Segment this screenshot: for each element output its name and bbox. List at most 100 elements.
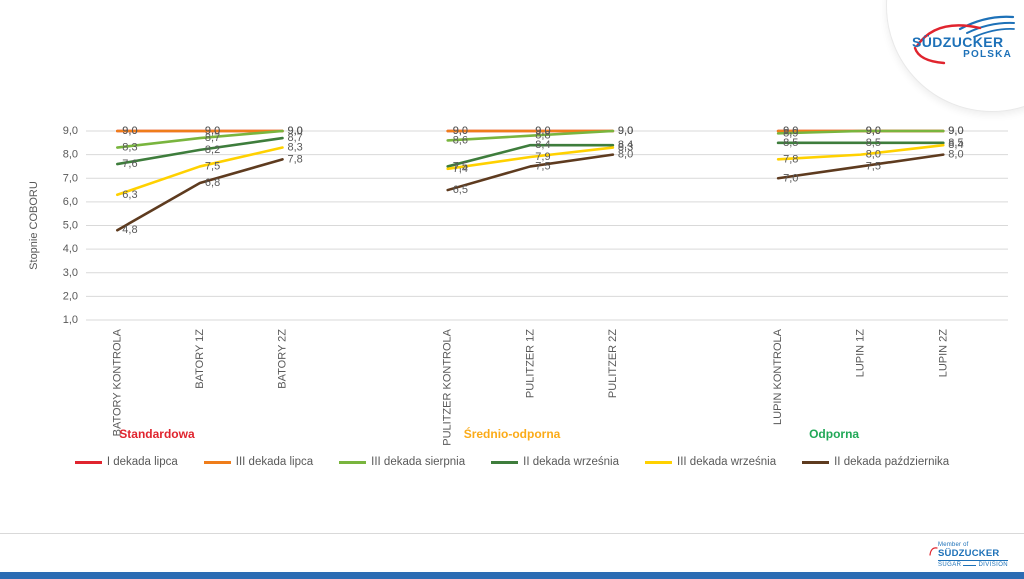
data-label: 9,0 — [948, 125, 963, 137]
data-label: 7,5 — [866, 160, 881, 172]
data-label: 9,0 — [453, 125, 468, 137]
data-label: 8,3 — [122, 142, 137, 154]
y-tick-label: 9,0 — [63, 125, 78, 137]
series-line — [776, 129, 945, 135]
legend-item: II dekada września — [491, 456, 619, 468]
data-label: 9,0 — [866, 125, 881, 137]
group-label: Średnio-odporna — [464, 426, 561, 441]
data-label: 8,7 — [288, 132, 303, 144]
category-label: BATORY 2Z — [277, 329, 289, 389]
legend-label: II dekada września — [523, 456, 620, 468]
y-axis-title: Stopnie COBORU — [28, 181, 40, 270]
sugar-division-logo: Member of SÜDZUCKER SUGAR DIVISION — [929, 542, 1008, 568]
legend-item: II dekada października — [802, 456, 949, 468]
data-label: 8,9 — [783, 127, 798, 139]
legend-swatch — [339, 460, 367, 464]
series-line — [116, 136, 284, 166]
footer-division-label: DIVISION — [978, 562, 1008, 568]
data-label: 8,4 — [948, 139, 963, 151]
legend-swatch — [802, 460, 830, 464]
legend-item: III dekada września — [645, 456, 776, 468]
data-label: 6,3 — [122, 189, 137, 201]
data-label: 9,0 — [948, 125, 963, 137]
data-label: 9,0 — [453, 125, 468, 137]
series-line — [776, 143, 945, 161]
data-label: 6,5 — [453, 184, 468, 196]
series-line — [116, 146, 284, 197]
data-label: 8,5 — [948, 137, 963, 149]
data-label: 8,4 — [618, 139, 633, 151]
data-label: 8,0 — [618, 149, 633, 161]
data-label: 8,6 — [453, 134, 468, 146]
footer-dash — [963, 564, 977, 566]
category-label: PULITZER 1Z — [524, 329, 536, 398]
data-label: 7,8 — [288, 153, 303, 165]
data-label: 9,0 — [783, 125, 798, 137]
data-label: 9,0 — [535, 125, 550, 137]
series-line — [116, 158, 284, 232]
data-label: 9,0 — [618, 125, 633, 137]
data-label: 7,0 — [783, 172, 798, 184]
brand-name: SÜDZUCKER — [912, 34, 1004, 50]
data-label: 9,0 — [618, 125, 633, 137]
legend-swatch — [203, 460, 231, 464]
data-label: 9,0 — [948, 125, 963, 137]
series-line — [116, 129, 284, 149]
legend-swatch — [491, 460, 519, 464]
logo-swoosh-icon — [913, 15, 1015, 65]
legend-label: III dekada lipca — [235, 456, 314, 468]
series-line — [446, 146, 615, 171]
data-label: 9,0 — [288, 125, 303, 137]
data-label: 9,0 — [122, 125, 137, 137]
y-tick-label: 4,0 — [63, 243, 78, 255]
data-label: 7,4 — [453, 163, 468, 175]
legend-label: III dekada września — [677, 456, 777, 468]
y-tick-label: 5,0 — [63, 220, 78, 232]
data-label: 8,8 — [535, 130, 550, 142]
data-label: 9,0 — [783, 125, 798, 137]
data-label: 6,8 — [205, 177, 220, 189]
series-line — [446, 153, 615, 192]
group-label: Standardowa — [119, 427, 195, 441]
data-label: 9,0 — [618, 125, 633, 137]
category-label: PULITZER KONTROLA — [442, 328, 454, 445]
y-tick-label: 3,0 — [63, 267, 78, 279]
legend-label: II dekada października — [834, 456, 950, 468]
data-label: 8,5 — [866, 137, 881, 149]
category-label: LUPIN KONTROLA — [772, 328, 784, 425]
data-label: 8,0 — [866, 149, 881, 161]
legend-item: III dekada lipca — [203, 456, 314, 468]
member-of-label: Member of — [938, 542, 969, 548]
data-label: 7,8 — [783, 153, 798, 165]
legend-swatch — [74, 460, 102, 464]
data-label: 7,6 — [122, 158, 137, 170]
data-label: 9,0 — [866, 125, 881, 137]
data-label: 9,0 — [535, 125, 550, 137]
data-label: 4,8 — [122, 224, 137, 236]
legend-label: I dekada lipca — [106, 456, 178, 468]
legend-swatch — [645, 460, 673, 464]
group-label: Odporna — [809, 427, 859, 441]
y-tick-label: 8,0 — [63, 149, 78, 161]
brand-subtitle: POLSKA — [963, 49, 1012, 60]
category-label: PULITZER 2Z — [607, 329, 619, 398]
data-label: 8,2 — [205, 144, 220, 156]
category-label: BATORY 1Z — [194, 329, 206, 389]
data-label: 9,0 — [288, 125, 303, 137]
data-label: 9,0 — [122, 125, 137, 137]
data-label: 8,7 — [205, 132, 220, 144]
data-label: 7,9 — [535, 151, 550, 163]
series-line — [776, 153, 945, 180]
legend-item: III dekada sierpnia — [339, 456, 465, 468]
chart-legend: I dekada lipca III dekada lipca III dekada… — [0, 456, 1024, 468]
slide-bottom-bar — [0, 572, 1024, 579]
footer-logo-rule — [938, 560, 1008, 561]
legend-item: I dekada lipca — [74, 456, 178, 468]
category-label: BATORY KONTROLA — [111, 328, 123, 436]
legend-label: III dekada sierpnia — [371, 456, 466, 468]
data-label: 9,0 — [866, 125, 881, 137]
category-label: LUPIN 2Z — [937, 329, 949, 378]
category-label: LUPIN 1Z — [855, 329, 867, 378]
